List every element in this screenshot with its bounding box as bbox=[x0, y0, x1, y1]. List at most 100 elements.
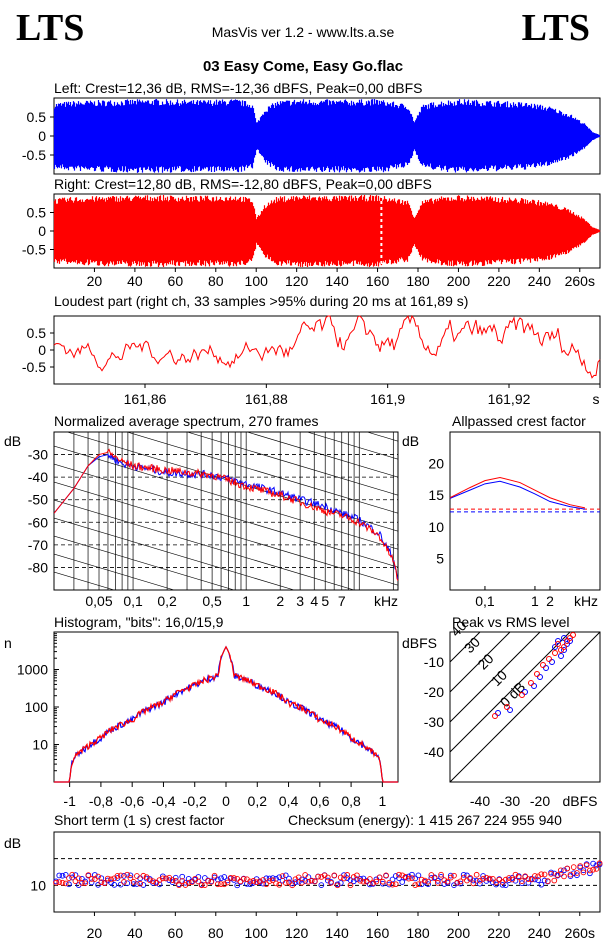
short-crest-point-left bbox=[66, 881, 72, 888]
short-crest-point-right bbox=[509, 876, 516, 883]
short-crest-point-right bbox=[104, 875, 111, 882]
short-crest-point-left bbox=[541, 877, 548, 884]
short-crest-point-right bbox=[62, 880, 69, 887]
spectrum-ytick-label: -80 bbox=[28, 559, 48, 575]
short-crest-point-left bbox=[82, 878, 88, 885]
short-crest-xtick-label: 220 bbox=[487, 925, 511, 941]
short-crest-point-right bbox=[522, 873, 529, 880]
short-crest-point-right bbox=[305, 878, 312, 885]
short-crest-point-right bbox=[347, 882, 354, 889]
spectrum-frame bbox=[53, 431, 399, 591]
short-crest-point-right bbox=[596, 860, 603, 867]
peak-rms-ytick-label: -20 bbox=[424, 684, 444, 700]
spectrum-slope-line bbox=[54, 553, 176, 590]
short-crest-xtick-label: 40 bbox=[127, 925, 143, 941]
short-crest-point-right bbox=[438, 871, 444, 878]
short-crest-point-right bbox=[218, 881, 224, 887]
short-crest-point-right bbox=[515, 874, 522, 880]
short-crest-point-right bbox=[344, 872, 351, 878]
short-crest-point-right bbox=[444, 878, 451, 885]
right-waveform-ytick-label: -0.5 bbox=[22, 242, 46, 258]
spectrum-ytick-label: -30 bbox=[28, 447, 48, 463]
peak-rms-point-left bbox=[531, 683, 537, 689]
short-crest-point-left bbox=[169, 879, 176, 885]
loudest-xtick-label: 161,92 bbox=[488, 391, 531, 407]
short-crest-point-left bbox=[480, 873, 486, 879]
short-crest-point-right bbox=[431, 875, 438, 881]
short-crest-point-left bbox=[263, 875, 270, 882]
short-crest-point-right bbox=[396, 871, 402, 878]
short-crest-point-right bbox=[273, 880, 279, 887]
peak-rms-xlabel: dBFS bbox=[562, 793, 597, 809]
histogram-xtick-label: 0,2 bbox=[248, 793, 268, 809]
short-crest-point-right bbox=[108, 876, 114, 883]
short-crest-point-right bbox=[409, 875, 415, 881]
short-crest-point-right bbox=[98, 879, 105, 886]
spectrum-slope-line bbox=[54, 608, 398, 711]
peak-rms-point-right bbox=[528, 680, 534, 686]
right-waveform-xtick-label: 140 bbox=[325, 273, 349, 289]
left-waveform-signal bbox=[53, 98, 601, 173]
crest-ytick-label: 15 bbox=[428, 487, 444, 503]
crest-allpass-frame bbox=[449, 431, 601, 591]
short-crest-point-right bbox=[124, 871, 131, 878]
short-crest-point-right bbox=[137, 880, 143, 887]
short-crest-xtick-label: 100 bbox=[245, 925, 269, 941]
short-crest-point-right bbox=[528, 876, 535, 883]
short-crest-point-left bbox=[428, 875, 435, 881]
short-crest-point-right bbox=[53, 879, 59, 886]
peak-rms-xtick-label: -30 bbox=[500, 793, 520, 809]
short-crest-xtick-label: 60 bbox=[168, 925, 184, 941]
short-crest-point-right bbox=[470, 880, 477, 887]
short-crest-point-right bbox=[577, 863, 584, 869]
peak-rms-point-right bbox=[540, 662, 546, 668]
short-crest-point-right bbox=[143, 874, 150, 880]
short-crest-point-left bbox=[399, 879, 406, 885]
short-crest-point-right bbox=[211, 872, 218, 879]
short-crest-point-right bbox=[85, 872, 92, 878]
short-crest-point-right bbox=[418, 876, 425, 883]
short-crest-point-left bbox=[250, 879, 257, 886]
short-crest-point-left bbox=[493, 881, 499, 888]
short-crest-point-right bbox=[130, 878, 137, 885]
peak-rms-xtick-label: -20 bbox=[530, 793, 550, 809]
histogram-ytick-label: 1000 bbox=[17, 662, 48, 678]
short-crest-point-left bbox=[434, 878, 441, 884]
short-crest-point-right bbox=[214, 881, 221, 888]
short-crest-point-right bbox=[240, 876, 247, 882]
spectrum-xtick-label: 5 bbox=[321, 593, 329, 609]
short-crest-point-right bbox=[150, 878, 156, 885]
crest-ytick-label: 5 bbox=[436, 550, 444, 566]
left-waveform-ytick-label: 0.5 bbox=[27, 109, 47, 125]
short-crest-point-left bbox=[117, 881, 124, 888]
short-crest-point-left bbox=[302, 878, 309, 884]
loudest-xtick-label: 161,86 bbox=[124, 391, 167, 407]
short-crest-point-right bbox=[415, 881, 422, 888]
short-crest-point-right bbox=[318, 874, 325, 880]
short-crest-point-left bbox=[457, 880, 464, 887]
spectrum-ytick-label: -60 bbox=[28, 514, 48, 530]
short-crest-point-right bbox=[486, 875, 493, 882]
right-waveform-xtick-label: 40 bbox=[127, 273, 143, 289]
short-crest-point-right bbox=[587, 867, 593, 874]
short-crest-point-right bbox=[250, 878, 257, 884]
short-crest-point-right bbox=[570, 864, 577, 870]
track-title: 03 Easy Come, Easy Go.flac bbox=[202, 58, 404, 75]
short-crest-point-left bbox=[282, 872, 289, 879]
short-crest-point-right bbox=[198, 882, 205, 889]
peak-rms-diagonal-label: 20 bbox=[474, 650, 496, 672]
short-crest-point-right bbox=[176, 882, 182, 888]
short-crest-point-left bbox=[266, 875, 273, 882]
peak-rms-point-right bbox=[570, 632, 576, 638]
peak-rms-diagonal bbox=[450, 632, 600, 782]
histogram-xtick-label: 1 bbox=[378, 793, 386, 809]
spectrum-xtick-label: 0,2 bbox=[157, 593, 177, 609]
short-crest-point-right bbox=[451, 872, 457, 879]
short-crest-point-right bbox=[554, 872, 561, 878]
short-crest-point-right bbox=[367, 876, 373, 882]
short-crest-point-right bbox=[227, 874, 234, 881]
peak-rms-ytick-label: -40 bbox=[424, 744, 444, 760]
short-crest-point-right bbox=[593, 866, 600, 872]
short-crest-point-left bbox=[269, 875, 276, 881]
spectrum-ytick-label: -50 bbox=[28, 492, 48, 508]
